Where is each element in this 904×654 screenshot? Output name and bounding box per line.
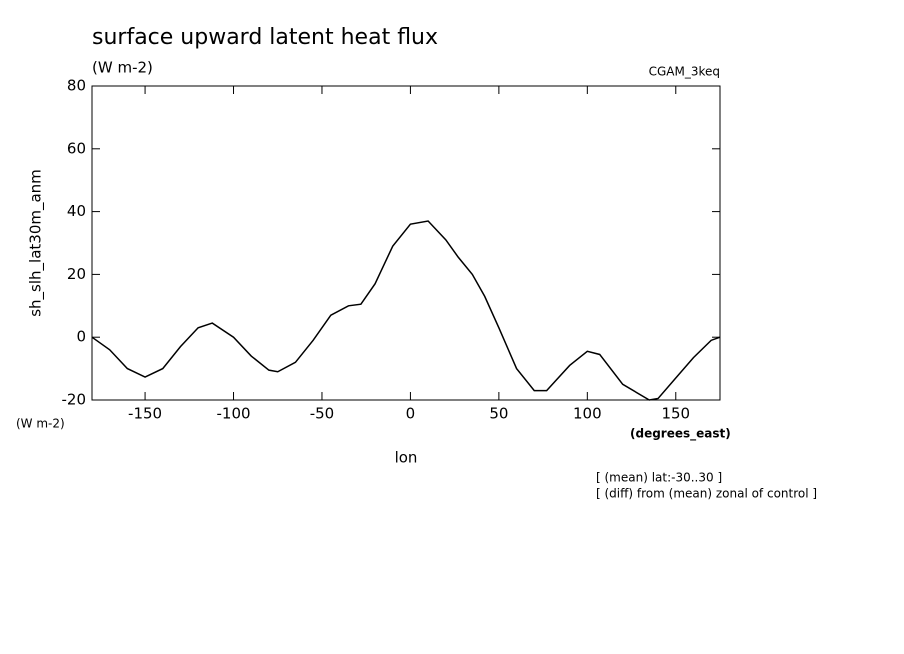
x-units: (degrees_east) bbox=[630, 427, 731, 442]
chart-title: surface upward latent heat flux bbox=[92, 25, 438, 50]
y-tick-label: 60 bbox=[67, 139, 86, 157]
x-tick-label: -100 bbox=[216, 405, 250, 423]
y-units: (W m-2) bbox=[16, 417, 65, 431]
plot-frame bbox=[91, 85, 721, 401]
y-tick-label: 20 bbox=[67, 265, 86, 283]
x-tick-label: 0 bbox=[406, 405, 416, 423]
chart-subtitle: (W m-2) bbox=[92, 59, 153, 77]
x-tick-label: -150 bbox=[128, 405, 162, 423]
y-tick-label: 40 bbox=[67, 202, 86, 220]
y-tick-label: 0 bbox=[76, 328, 86, 346]
data-line bbox=[91, 220, 721, 401]
x-axis-label: lon bbox=[395, 449, 418, 467]
x-tick-label: 150 bbox=[661, 405, 690, 423]
y-axis-label: sh_slh_lat30m_anm bbox=[27, 169, 46, 317]
x-tick-label: 50 bbox=[489, 405, 508, 423]
annotation: [ (mean) lat:-30..30 ] bbox=[596, 471, 722, 485]
y-tick-label: 80 bbox=[67, 77, 86, 95]
x-tick-label: -50 bbox=[310, 405, 335, 423]
y-tick-label: -20 bbox=[62, 391, 87, 409]
annotation: [ (diff) from (mean) zonal of control ] bbox=[596, 487, 817, 501]
dataset-label: CGAM_3keq bbox=[649, 65, 720, 79]
x-tick-label: 100 bbox=[573, 405, 602, 423]
